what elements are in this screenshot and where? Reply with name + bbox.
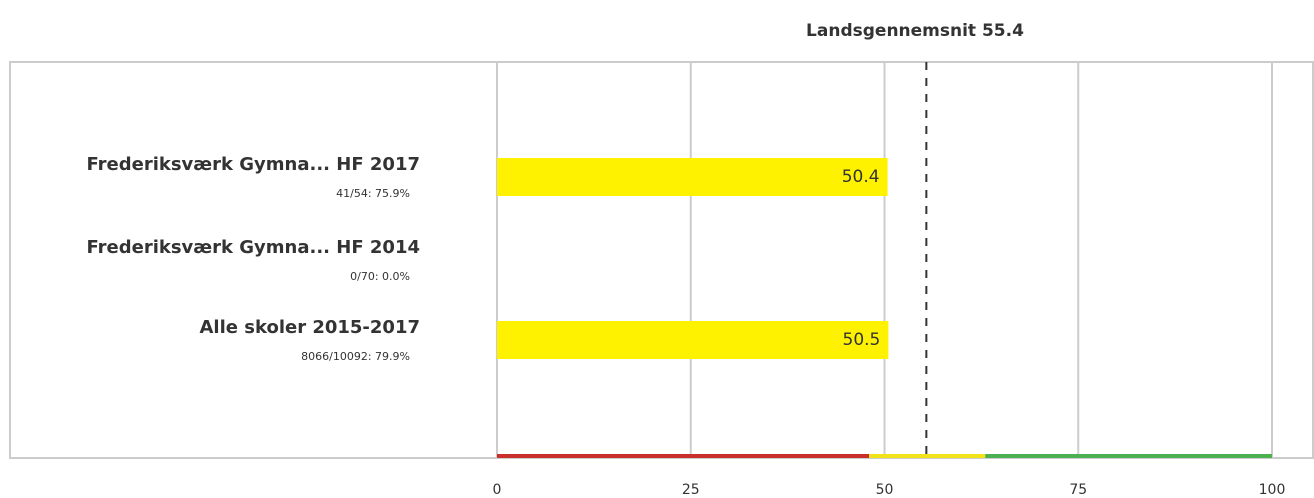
x-tick-label: 75 <box>1069 482 1087 498</box>
reference-label: Landsgennemsnit 55.4 <box>806 21 1024 41</box>
category-sublabel: 0/70: 0.0% <box>350 270 410 283</box>
category-sublabel: 41/54: 75.9% <box>336 187 410 200</box>
x-tick-label: 100 <box>1259 482 1286 498</box>
x-tick-label: 0 <box>493 482 502 498</box>
x-tick-label: 25 <box>682 482 700 498</box>
plot-frame <box>9 61 1314 459</box>
category-label: Frederiksværk Gymna... HF 2014 <box>87 237 421 258</box>
x-tick-label: 50 <box>876 482 894 498</box>
bar <box>497 158 888 196</box>
bar <box>497 321 889 359</box>
value-label: 50.5 <box>843 330 881 350</box>
category-label: Alle skoler 2015-2017 <box>200 317 421 338</box>
category-sublabel: 8066/10092: 79.9% <box>301 350 410 363</box>
category-label: Frederiksværk Gymna... HF 2017 <box>87 154 421 175</box>
value-label: 50.4 <box>842 167 880 187</box>
